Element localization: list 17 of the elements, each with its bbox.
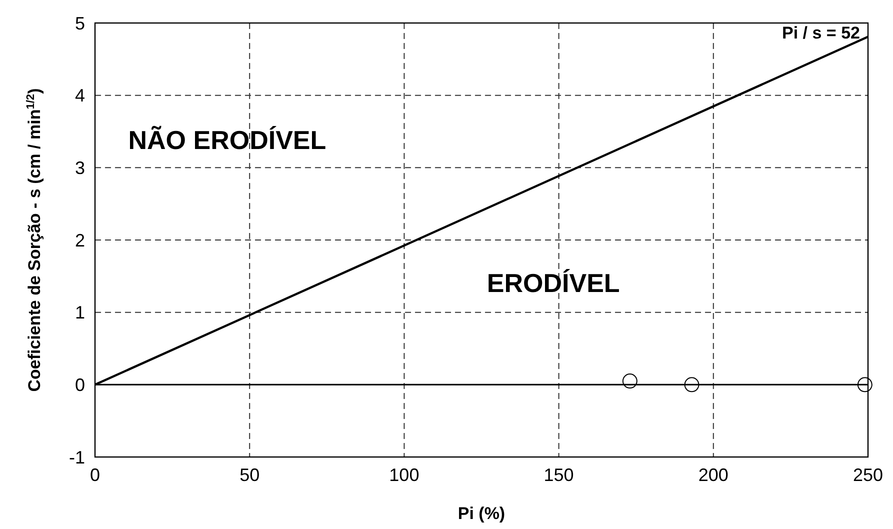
x-tick-label: 150 xyxy=(544,465,574,485)
annotation: Pi / s = 52 xyxy=(782,24,860,43)
x-tick-label: 100 xyxy=(389,465,420,485)
annotation: NÃO ERODÍVEL xyxy=(128,124,326,155)
y-tick-label: 5 xyxy=(74,13,85,34)
y-tick-label: 4 xyxy=(74,86,85,106)
y-tick-label: 1 xyxy=(74,302,85,323)
x-tick-label: 250 xyxy=(852,465,884,485)
y-tick-label: 3 xyxy=(74,158,85,178)
annotation: ERODÍVEL xyxy=(486,268,620,298)
y-tick-label: 0 xyxy=(74,374,85,395)
y-tick-label: 2 xyxy=(74,230,85,250)
x-tick-label: 50 xyxy=(240,465,260,485)
x-tick-label: 0 xyxy=(90,465,100,485)
y-tick-label: -1 xyxy=(68,447,85,468)
x-axis-title: Pi (%) xyxy=(458,504,506,523)
x-tick-label: 200 xyxy=(698,465,728,485)
